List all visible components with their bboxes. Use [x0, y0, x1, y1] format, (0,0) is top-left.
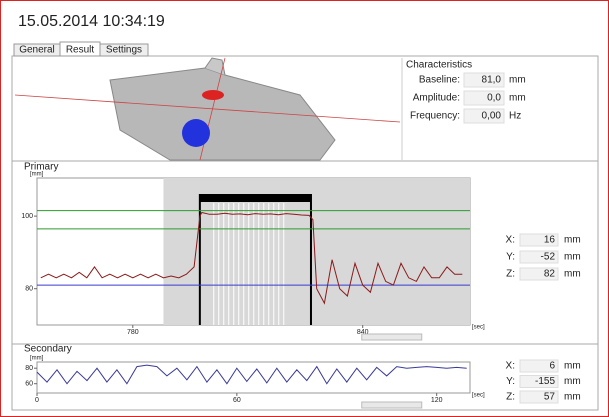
y-tick-label: 100 [21, 213, 33, 220]
field-unit: Hz [509, 111, 521, 122]
readout-label: Z: [506, 269, 515, 280]
scrollbar[interactable] [361, 333, 423, 341]
readout-value: -52 [541, 252, 556, 263]
readout-unit: mm [564, 235, 581, 246]
field-value: 0,00 [482, 111, 502, 122]
pulse-bar [199, 194, 311, 202]
readout-value: -155 [535, 376, 555, 387]
title: 15.05.2014 10:34:19 [18, 13, 165, 30]
readout-box [519, 267, 559, 281]
x-tick-label: 60 [233, 397, 241, 404]
field-unit: mm [509, 75, 526, 86]
readout-unit: mm [564, 252, 581, 263]
y-axis-label: [mm] [30, 172, 44, 178]
field-value: 81,0 [482, 75, 502, 86]
readout-label: Y: [506, 252, 515, 263]
x-tick-label: 780 [127, 329, 139, 336]
field-unit: mm [509, 93, 526, 104]
x-tick-label: 0 [35, 397, 39, 404]
readout-label: Z: [506, 392, 515, 403]
readout-label: Y: [506, 376, 515, 387]
readout-value: 57 [544, 392, 556, 403]
tab-label[interactable]: General [19, 45, 55, 56]
data-line [40, 211, 463, 305]
section-title: Primary [24, 162, 58, 173]
tab-label[interactable]: Settings [106, 45, 142, 56]
window [163, 178, 470, 325]
field-box [463, 90, 505, 106]
y-tick-label: 60 [25, 381, 33, 388]
readout-value: 82 [544, 269, 556, 280]
plot-area [36, 361, 471, 394]
y-axis-label: [mm] [30, 356, 44, 362]
data-line [36, 364, 467, 385]
section-title: Secondary [24, 344, 72, 355]
readout-label: X: [506, 361, 515, 372]
x-axis-label: [sec] [472, 325, 485, 331]
readout-box [519, 375, 559, 388]
readout-box [519, 390, 559, 404]
readout-box [519, 359, 559, 373]
tab-label[interactable]: Result [66, 45, 95, 56]
readout-box [519, 233, 559, 247]
surface-3d [14, 57, 401, 161]
readout-box [519, 250, 559, 264]
field-value: 0,0 [487, 93, 501, 104]
field-label: Frequency: [410, 111, 460, 122]
field-box [463, 108, 505, 124]
x-tick-label: 120 [431, 397, 443, 404]
field-label: Baseline: [419, 75, 460, 86]
readout-unit: mm [564, 392, 581, 403]
y-tick-label: 80 [25, 365, 33, 372]
field-box [463, 72, 505, 88]
x-axis-label: [sec] [472, 393, 485, 399]
y-tick-label: 80 [25, 286, 33, 293]
field-label: Amplitude: [413, 93, 460, 104]
readout-unit: mm [564, 376, 581, 387]
readout-value: 6 [549, 361, 555, 372]
readout-label: X: [506, 235, 515, 246]
section-title: Characteristics [406, 60, 472, 71]
readout-unit: mm [564, 269, 581, 280]
tab[interactable] [99, 43, 149, 57]
readout-unit: mm [564, 361, 581, 372]
x-tick-label: 840 [357, 329, 369, 336]
readout-value: 16 [544, 235, 556, 246]
scrollbar[interactable] [361, 401, 423, 409]
